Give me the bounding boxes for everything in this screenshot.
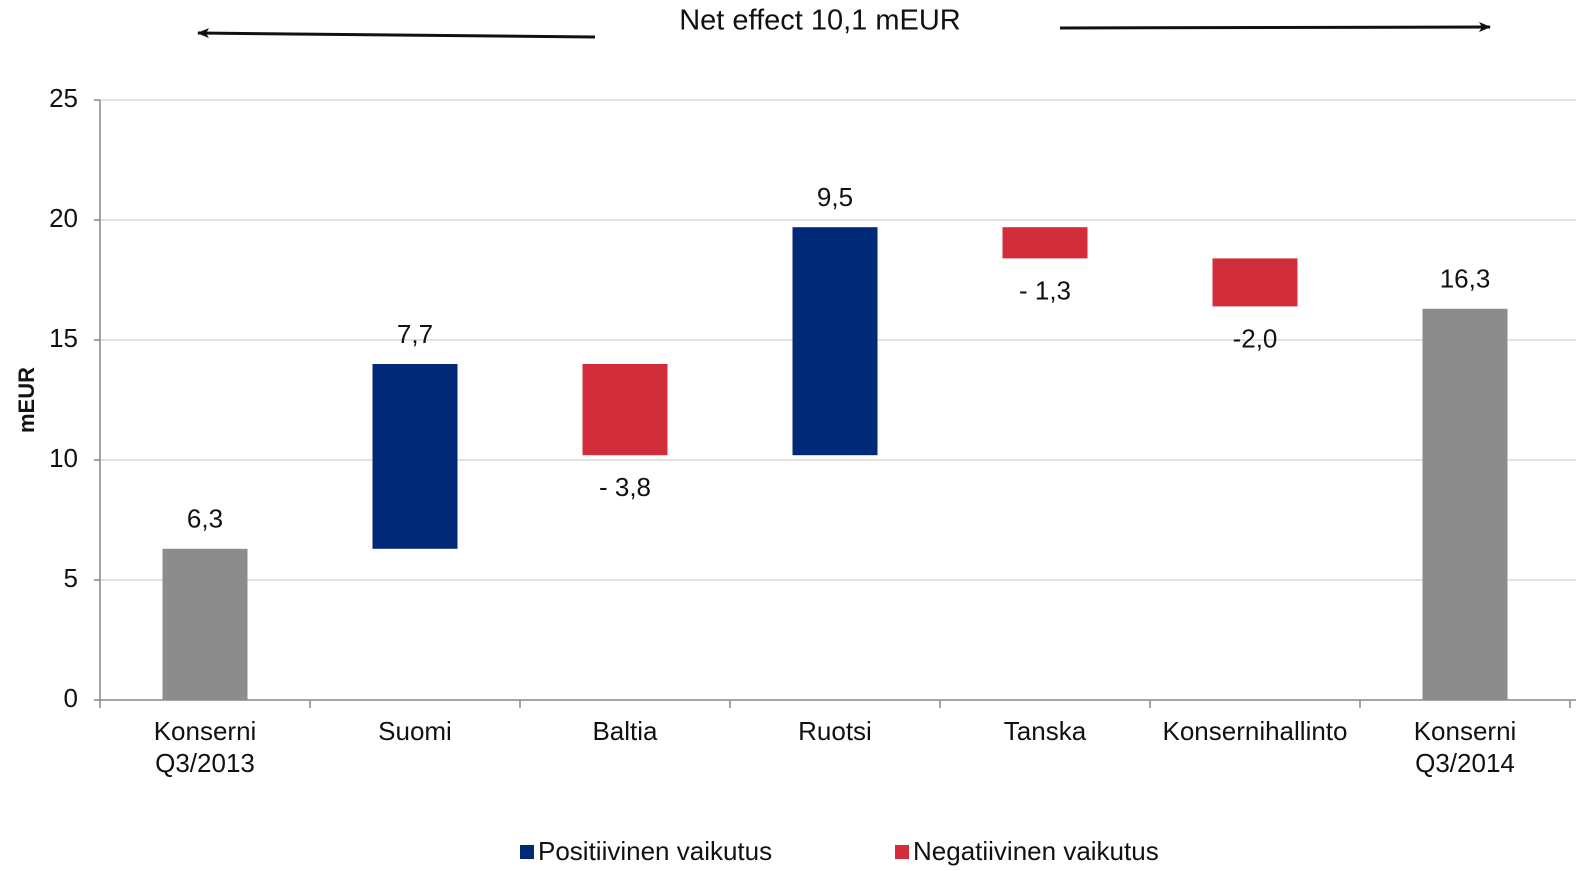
data-label: 9,5 [817,182,853,212]
arrow-left [197,28,596,39]
x-tick-label: Baltia [592,716,658,746]
y-tick-label: 0 [64,683,78,713]
x-tick-label: Konserni Q3/2014 [1414,716,1517,778]
legend-label: Positiivinen vaikutus [538,836,772,866]
y-tick-label: 5 [64,563,78,593]
bar [162,548,248,700]
data-label: - 3,8 [599,472,651,502]
annotation: Net effect 10,1 mEUR [679,5,961,37]
legend-swatch [520,845,534,859]
data-label: - 1,3 [1019,275,1071,305]
data-label: 16,3 [1440,264,1491,294]
data-label: -2,0 [1233,323,1278,353]
y-tick-label: 25 [49,83,78,113]
data-label: 6,3 [187,504,223,534]
bar [792,227,878,456]
bar [1002,227,1088,259]
y-tick-label: 20 [49,203,78,233]
x-tick-label: Konsernihallinto [1162,716,1347,746]
legend-swatch [895,845,909,859]
x-tick-label: Suomi [378,716,452,746]
bar [372,364,458,549]
bar [582,364,668,456]
bar [1212,258,1298,307]
data-label: 7,7 [397,319,433,349]
y-tick-label: 15 [49,323,78,353]
x-tick-label: Tanska [1004,716,1087,746]
y-axis-label: mEUR [14,367,39,433]
legend-label: Negatiivinen vaikutus [913,836,1159,866]
bar [1422,308,1508,700]
x-tick-label: Ruotsi [798,716,872,746]
arrow-right [1059,22,1491,33]
x-tick-label: Konserni Q3/2013 [154,716,257,778]
y-tick-label: 10 [49,443,78,473]
